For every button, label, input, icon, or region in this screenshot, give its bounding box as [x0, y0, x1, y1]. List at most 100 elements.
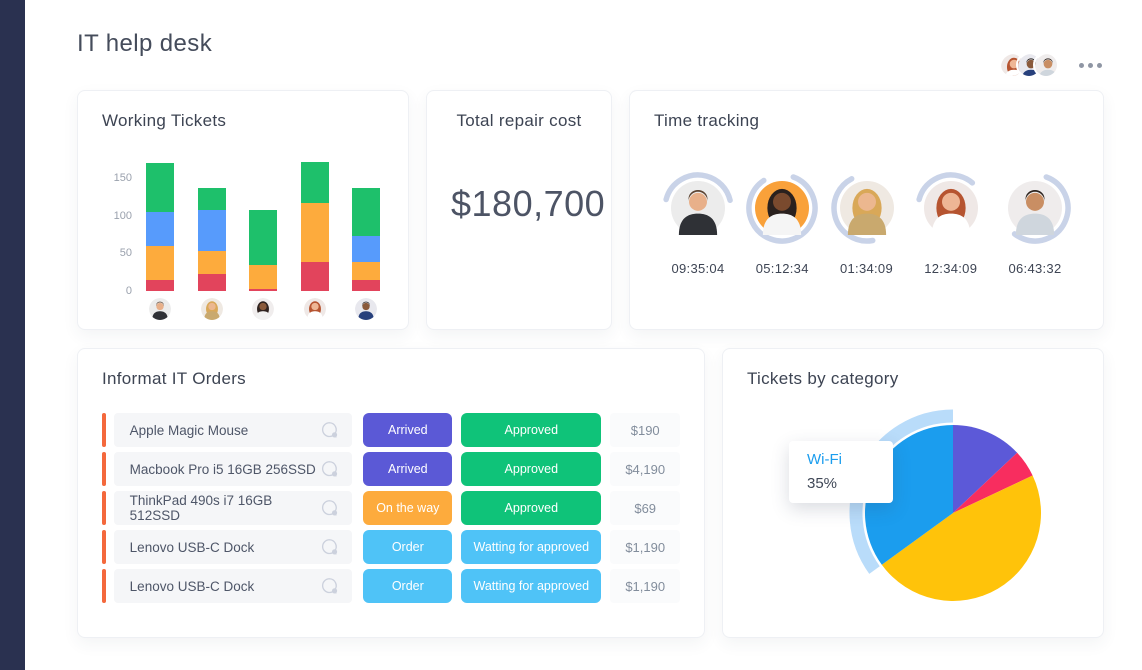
order-row: Lenovo USB-C Dock Order Watting for appr… [102, 530, 681, 564]
order-row: Lenovo USB-C Dock Order Watting for appr… [102, 569, 681, 603]
avatar-woman-blonde [839, 181, 894, 235]
pie-tooltip-value: 35% [807, 475, 838, 492]
bar-segment-red [249, 288, 277, 291]
avatar-man-dark-shirt [671, 181, 725, 235]
bar-segment-orange [197, 251, 226, 275]
status-button[interactable]: Arrived [363, 413, 453, 447]
avatar-man-navy [355, 298, 377, 320]
order-row: Macbook Pro i5 16GB 256SSD Arrived Appro… [102, 452, 681, 486]
card-title: Total repair cost [456, 111, 582, 130]
time-entry: 06:43:32 [995, 171, 1075, 276]
status-button[interactable]: Order [363, 569, 453, 603]
time-entry: 12:34:09 [911, 171, 991, 276]
bar-segment-green [197, 188, 226, 211]
order-item-cell: Lenovo USB-C Dock [113, 530, 353, 564]
y-axis-tick: 100 [113, 209, 132, 222]
bar-segment-green [352, 188, 380, 236]
bar-segment-green [146, 162, 174, 212]
bar-segment-red [300, 262, 329, 291]
tracked-time: 09:35:04 [671, 261, 725, 276]
chat-icon[interactable] [319, 577, 340, 595]
bar-segment-red [146, 279, 174, 291]
chat-icon[interactable] [319, 460, 340, 478]
bar-column [300, 162, 329, 320]
time-tracking-card: Time tracking 09:35:04 [629, 90, 1104, 330]
order-item-cell: Apple Magic Mouse [113, 413, 353, 447]
price-cell: $69 [610, 491, 681, 525]
bar-segment-red [352, 280, 380, 291]
tracked-time: 05:12:34 [755, 261, 809, 276]
total-cost-value: $180,700 [451, 183, 606, 224]
bar-segment-blue [146, 211, 174, 246]
order-item-name: Lenovo USB-C Dock [129, 539, 255, 555]
left-sidebar [0, 0, 25, 670]
progress-ring [830, 171, 904, 245]
status-button[interactable]: Approved [461, 452, 602, 486]
card-title: Tickets by category [747, 369, 899, 388]
order-item-name: Lenovo USB-C Dock [129, 578, 255, 594]
tickets-pie-chart[interactable] [843, 403, 1063, 623]
price-cell: $1,190 [610, 530, 681, 564]
tickets-by-category-card: Tickets by category Wi-Fi 35% [722, 348, 1104, 638]
bar-segment-orange [146, 245, 174, 280]
tracked-time: 01:34:09 [839, 261, 893, 276]
working-tickets-card: Working Tickets 0 50 100 150 [77, 90, 409, 330]
price-cell: $4,190 [610, 452, 681, 486]
chat-icon[interactable] [319, 538, 340, 556]
row-accent-bar [102, 491, 106, 525]
status-button[interactable]: Order [363, 530, 453, 564]
tracked-time: 12:34:09 [924, 261, 978, 276]
pie-slice[interactable] [953, 452, 1033, 513]
progress-ring [998, 171, 1072, 245]
team-avatars[interactable] [999, 52, 1059, 78]
status-button[interactable]: Approved [461, 491, 602, 525]
card-title: Working Tickets [102, 111, 227, 130]
order-row: ThinkPad 490s i7 16GB 512SSD On the way … [102, 491, 681, 525]
card-title: Time tracking [654, 111, 760, 130]
status-button[interactable]: On the way [363, 491, 453, 525]
bar-column [197, 188, 226, 320]
bar-column [146, 162, 174, 320]
bar-segment-blue [197, 210, 226, 252]
status-button[interactable]: Watting for approved [461, 530, 602, 564]
status-button[interactable]: Approved [461, 413, 602, 447]
chat-icon[interactable] [319, 499, 340, 517]
price-cell: $190 [610, 413, 681, 447]
top-bar: IT help desk [77, 26, 1104, 88]
bar-segment-green [249, 209, 277, 265]
card-title: Informat IT Orders [102, 369, 246, 388]
chat-icon[interactable] [319, 421, 340, 439]
order-item-cell: Macbook Pro i5 16GB 256SSD [113, 452, 353, 486]
orders-card: Informat IT Orders Apple Magic Mouse Arr… [77, 348, 705, 638]
pie-slice[interactable] [881, 475, 1041, 601]
avatar-man-tan [1008, 181, 1062, 235]
total-repair-cost-card: Total repair cost $180,700 [426, 90, 612, 330]
avatar-woman-red [303, 298, 326, 320]
avatar-woman-dark [252, 298, 274, 320]
bar-segment-orange [352, 262, 380, 281]
row-accent-bar [102, 569, 106, 603]
progress-ring [745, 171, 819, 245]
avatar-woman-blonde [200, 298, 223, 320]
order-item-name: Apple Magic Mouse [129, 422, 249, 438]
row-accent-bar [102, 530, 106, 564]
y-axis-tick: 150 [113, 171, 132, 184]
bar-segment-orange [300, 202, 329, 263]
time-tracking-list: 09:35:04 05:12:34 [654, 171, 1079, 276]
pie-tooltip: Wi-Fi 35% [789, 441, 893, 503]
status-button[interactable]: Watting for approved [461, 569, 602, 603]
pie-slice[interactable] [953, 425, 1018, 513]
bar-segment-blue [352, 235, 380, 263]
avatar-woman-curly-orange [755, 181, 810, 235]
pie-tooltip-label: Wi-Fi [807, 451, 842, 468]
order-item-cell: Lenovo USB-C Dock [113, 569, 353, 603]
progress-ring [914, 171, 988, 245]
progress-ring [661, 171, 735, 245]
more-menu-button[interactable] [1077, 57, 1104, 74]
bar-column [249, 209, 277, 320]
row-accent-bar [102, 413, 106, 447]
bar-segment-orange [249, 264, 277, 289]
bar-column [352, 188, 380, 320]
status-button[interactable]: Arrived [363, 452, 453, 486]
bar-segment-red [197, 274, 226, 291]
